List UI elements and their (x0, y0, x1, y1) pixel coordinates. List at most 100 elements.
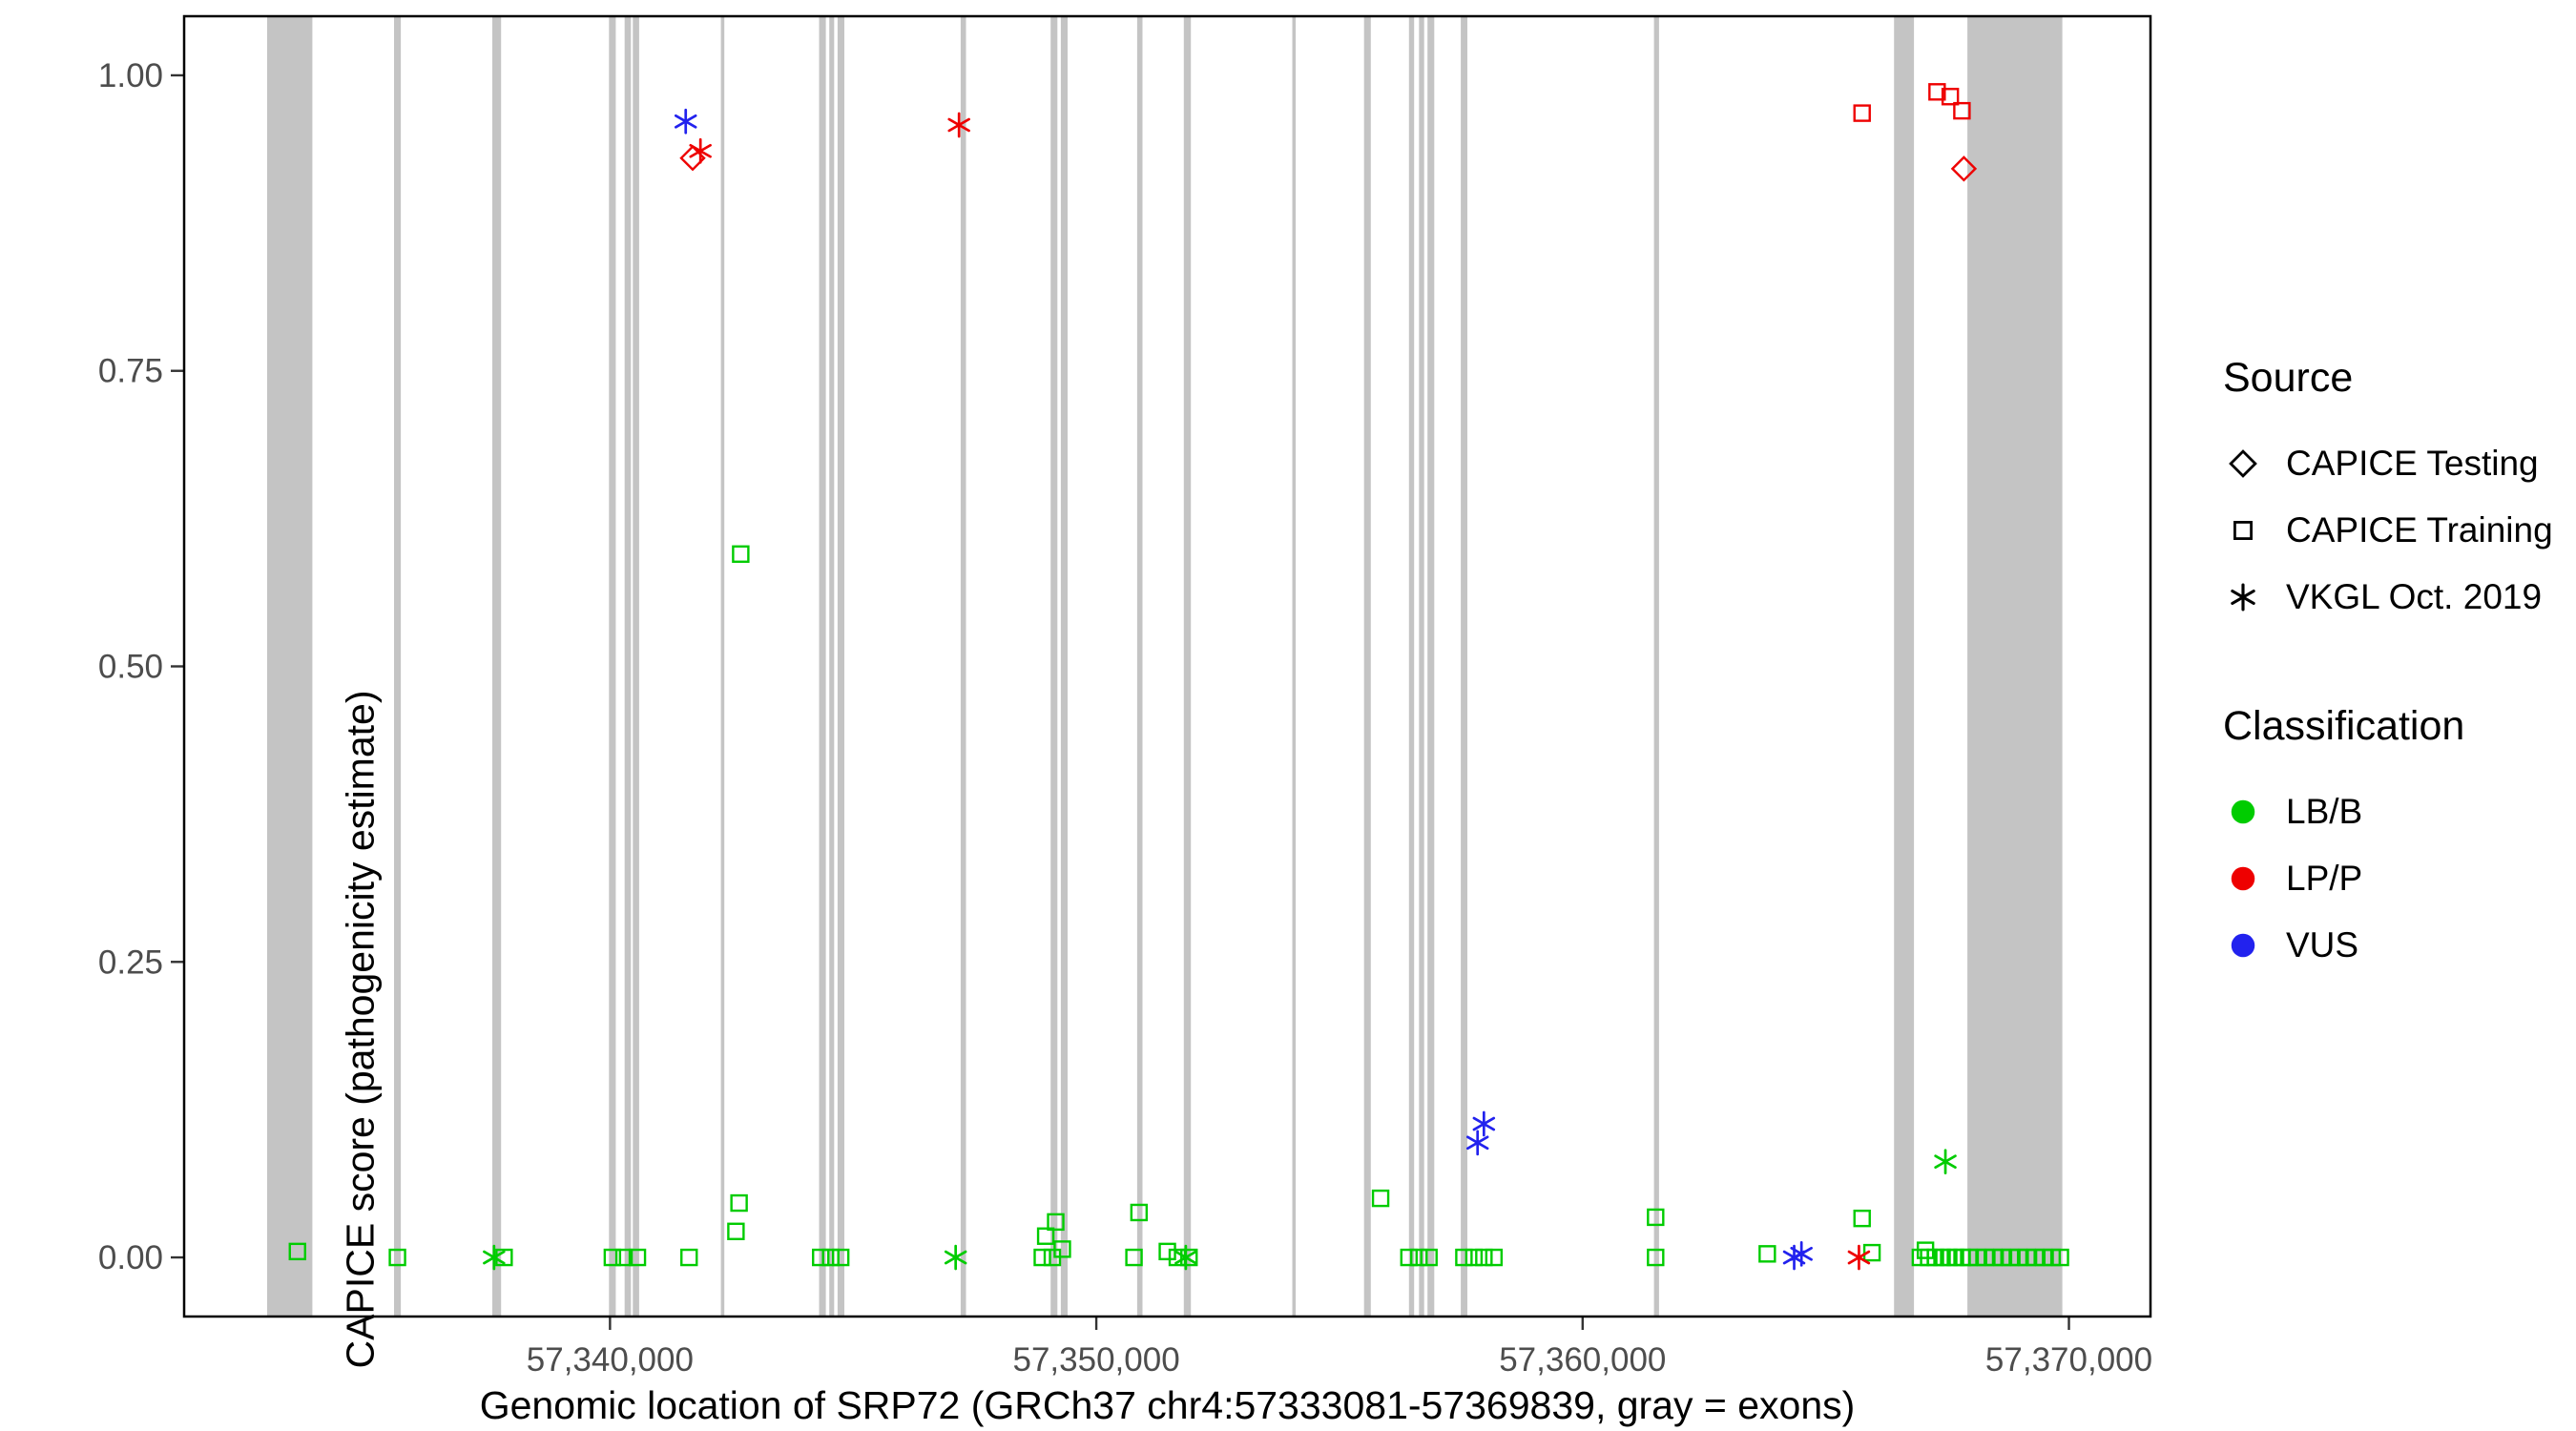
square-point-icon (680, 1248, 698, 1267)
exon-band (267, 16, 313, 1317)
exon-band (837, 16, 844, 1317)
square-point-icon (821, 1248, 840, 1267)
square-point-icon (1033, 1248, 1051, 1267)
exon-band (1183, 16, 1192, 1317)
legend-item-label: VUS (2286, 925, 2359, 964)
exon-band (1060, 16, 1068, 1317)
legend-source-title: Source (2223, 355, 2354, 401)
square-point-icon (1036, 1227, 1055, 1245)
exon-band (1653, 16, 1659, 1317)
asterisk-point-icon (674, 108, 697, 135)
plot-panel-border (182, 14, 2152, 1318)
asterisk-point-icon (483, 1244, 506, 1271)
square-point-icon (2233, 521, 2253, 540)
legend-item-label: CAPICE Testing (2286, 444, 2539, 483)
y-tick-label: 0.25 (98, 944, 163, 981)
exon-band (1136, 16, 1143, 1317)
square-point-icon (732, 545, 750, 563)
legend-item-lb-b: LB/B (2223, 778, 2553, 845)
square-point-icon (727, 1222, 745, 1240)
square-point-icon (812, 1248, 830, 1267)
classification-dot-icon (2231, 799, 2255, 824)
x-tick-label: 57,360,000 (1499, 1341, 1666, 1379)
exon-band (1050, 16, 1058, 1317)
legend-item-square: CAPICE Training (2223, 497, 2553, 564)
square-point-icon (1853, 104, 1871, 122)
square-point-icon (1862, 1243, 1881, 1262)
asterisk-point-icon (947, 112, 970, 138)
exon-band (1292, 16, 1297, 1317)
x-tick-label: 57,350,000 (1012, 1341, 1179, 1379)
exon-band (1427, 16, 1435, 1317)
square-point-icon (1928, 83, 1946, 101)
asterisk-point-icon (1472, 1110, 1496, 1137)
exon-band (960, 16, 966, 1317)
exon-band (609, 16, 616, 1317)
asterisk-point-icon (689, 137, 712, 164)
exon-band (1461, 16, 1467, 1317)
square-point-icon (1455, 1248, 1473, 1267)
square-point-icon (1647, 1208, 1665, 1227)
x-axis-title: Genomic location of SRP72 (GRCh37 chr4:5… (479, 1383, 1856, 1427)
exon-band (624, 16, 632, 1317)
legend-item-label: CAPICE Training (2286, 510, 2553, 550)
square-point-icon (1853, 1209, 1871, 1228)
legend-item-vus: VUS (2223, 912, 2553, 979)
asterisk-point-icon (1847, 1244, 1871, 1271)
exon-band (394, 16, 402, 1317)
asterisk-point-icon (1934, 1149, 1957, 1175)
y-tick-label: 1.00 (98, 57, 163, 94)
x-tick-label: 57,340,000 (527, 1341, 694, 1379)
asterisk-point-icon (1174, 1244, 1197, 1271)
y-tick-label: 0.00 (98, 1239, 163, 1276)
legend-item-diamond: CAPICE Testing (2223, 430, 2553, 497)
x-tick-label: 57,370,000 (1985, 1341, 2152, 1379)
exon-band (492, 16, 502, 1317)
diamond-point-icon (1950, 156, 1978, 182)
data-points-layer (288, 83, 2069, 1271)
square-point-icon (1647, 1248, 1665, 1267)
square-point-icon (1125, 1248, 1143, 1267)
legend-source-items: CAPICE Testing CAPICE Training VKGL Oct. 2… (2223, 430, 2553, 631)
asterisk-point-icon (2231, 583, 2255, 612)
legend-item-lp-p: LP/P (2223, 845, 2553, 912)
legend-section-gap (2223, 631, 2553, 703)
square-point-icon (2051, 1248, 2069, 1267)
square-point-icon (614, 1248, 634, 1267)
exon-band (1363, 16, 1371, 1317)
square-point-icon (1158, 1242, 1176, 1261)
legend-classification-items: LB/B LP/P VUS (2223, 778, 2553, 979)
square-point-icon (1043, 1248, 1062, 1267)
legend: Source CAPICE Testing CAPICE Training VKGL… (2223, 355, 2553, 979)
square-point-icon (603, 1248, 622, 1267)
square-point-icon (1420, 1248, 1438, 1267)
exon-band (1408, 16, 1415, 1317)
legend-classification-title: Classification (2223, 703, 2465, 749)
legend-item-label: LB/B (2286, 792, 2363, 831)
exon-bands-layer (267, 16, 2063, 1317)
square-point-icon (1475, 1248, 1493, 1267)
square-point-icon (1047, 1213, 1065, 1232)
exon-band (1894, 16, 1915, 1317)
asterisk-point-icon (1465, 1130, 1489, 1156)
square-point-icon (1758, 1245, 1776, 1263)
asterisk-point-icon (1790, 1240, 1813, 1267)
square-point-icon (628, 1248, 647, 1267)
legend-item-asterisk: VKGL Oct. 2019 (2223, 564, 2553, 631)
axis-ticks-layer: 57,340,000 57,350,000 57,360,000 57,370,000… (98, 57, 2152, 1379)
square-point-icon (1465, 1248, 1484, 1267)
square-point-icon (1941, 88, 1960, 106)
y-tick-label: 0.50 (98, 649, 163, 686)
exon-band (1967, 16, 2063, 1317)
legend-item-label: VKGL Oct. 2019 (2286, 577, 2543, 616)
square-point-icon (1410, 1248, 1428, 1267)
square-point-icon (388, 1248, 406, 1267)
exon-band (829, 16, 835, 1317)
exon-band (1419, 16, 1424, 1317)
square-point-icon (1400, 1248, 1418, 1267)
exon-band (633, 16, 639, 1317)
legend-item-label: LP/P (2286, 859, 2363, 898)
square-point-icon (1371, 1189, 1390, 1208)
